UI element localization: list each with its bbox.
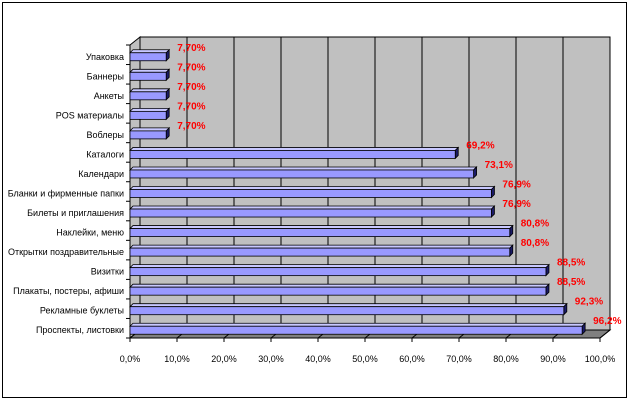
bar-top-face [129, 127, 171, 132]
bar [129, 166, 478, 179]
category-label: Наклейки, меню [56, 228, 124, 238]
bar-front-face [129, 110, 167, 120]
bar-top-face [129, 264, 550, 269]
bar-front-face [129, 208, 492, 218]
category-label: POS материалы [56, 110, 124, 120]
data-label: 7,70% [177, 101, 205, 112]
x-tick-label: 60,0% [399, 354, 425, 364]
bar [129, 146, 460, 160]
category-label: Каталоги [86, 149, 124, 159]
x-axis-ticks: 0,0% 10,0% 20,0% 30,0% 40,0% 50,0% 60,0% 70,0% 8… [120, 44, 616, 364]
bar [129, 68, 171, 82]
bar-top-face [129, 88, 171, 93]
floor-gridline [599, 329, 611, 339]
bar [129, 322, 587, 336]
data-label: 76,9% [502, 199, 530, 210]
data-label: 88,5% [557, 277, 585, 288]
data-label: 73,1% [485, 160, 513, 171]
bar [129, 126, 171, 140]
category-label: Календари [78, 169, 124, 179]
bar-top-face [129, 225, 514, 229]
category-label: Бланки и фирменные папки [8, 189, 124, 199]
bar-front-face [129, 228, 511, 237]
x-tick-label: 70,0% [446, 354, 472, 364]
x-tick-label: 100,0% [585, 354, 616, 364]
data-label: 7,70% [177, 82, 205, 93]
bar [129, 224, 514, 238]
data-label: 7,70% [177, 62, 205, 73]
bar [129, 205, 496, 218]
x-tick-label: 10,0% [164, 354, 190, 364]
x-tick-label: 40,0% [305, 354, 331, 364]
bar-front-face [129, 130, 167, 140]
bar-front-face [129, 169, 474, 179]
bar [129, 263, 550, 277]
bar-front-face [129, 247, 511, 257]
category-label: Анкеты [94, 91, 124, 101]
bar [129, 87, 171, 101]
data-label: 69,2% [466, 140, 494, 151]
bar-top-face [129, 166, 478, 171]
bar-front-face [129, 71, 167, 81]
data-label: 80,8% [521, 238, 549, 249]
bar-front-face [129, 267, 547, 277]
data-label: 7,70% [177, 43, 205, 54]
bar-front-face [129, 325, 583, 335]
category-label: Проспекты, листовки [36, 325, 124, 335]
bar-front-face [129, 91, 167, 101]
data-label: 88,5% [557, 258, 585, 269]
category-label: Билеты и приглашения [27, 208, 124, 218]
bar-top-face [129, 68, 171, 73]
data-label: 80,8% [521, 219, 549, 230]
data-label: 76,9% [502, 180, 530, 191]
bar-top-face [129, 303, 568, 308]
bar-top-face [129, 322, 587, 327]
category-label: Упаковка [86, 52, 124, 62]
bar-top-face [129, 107, 171, 112]
bar-front-face [129, 150, 456, 159]
bar [129, 283, 550, 297]
bar [129, 244, 514, 258]
bar [129, 185, 496, 199]
bar-top-face [129, 205, 496, 210]
bar-front-face [129, 286, 547, 296]
bars [129, 48, 587, 336]
bar-top-face [129, 147, 460, 151]
x-tick-label: 90,0% [540, 354, 566, 364]
category-labels: Упаковка Баннеры Анкеты POS материалы Воблер… [8, 52, 125, 335]
x-tick-label: 50,0% [352, 354, 378, 364]
data-label: 92,3% [575, 297, 603, 308]
data-label: 96,2% [593, 316, 621, 327]
bar-top-face [129, 244, 514, 249]
bar-top-face [129, 283, 550, 288]
data-label: 7,70% [177, 121, 205, 132]
x-tick-label: 20,0% [211, 354, 237, 364]
category-label: Воблеры [87, 130, 125, 140]
bar-front-face [129, 52, 167, 62]
category-label: Плакаты, постеры, афиши [13, 286, 124, 296]
category-label: Рекламные буклеты [40, 306, 124, 316]
x-tick-label: 30,0% [258, 354, 284, 364]
bar [129, 107, 171, 121]
bar-top-face [129, 186, 496, 190]
category-label: Баннеры [87, 71, 124, 81]
x-tick-label: 0,0% [120, 354, 141, 364]
bar [129, 302, 568, 316]
bar-front-face [129, 306, 565, 316]
data-labels: 7,70% 7,70% 7,70% 7,70% 7,70% 69,2% 73,1% 76,9%… [177, 43, 621, 327]
category-label: Визитки [91, 267, 124, 277]
category-label: Открытки поздравительные [8, 247, 124, 257]
bar [129, 48, 171, 62]
x-tick-label: 80,0% [493, 354, 519, 364]
bar-front-face [129, 189, 492, 198]
bar-top-face [129, 49, 171, 54]
